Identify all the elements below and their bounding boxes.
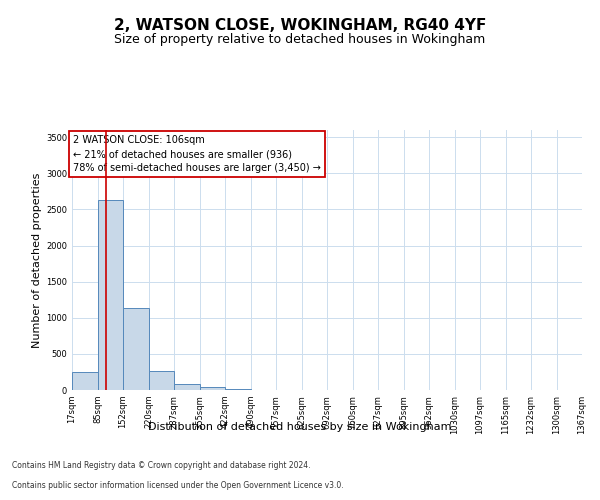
Bar: [123, 308, 149, 390]
Text: Contains HM Land Registry data © Crown copyright and database right 2024.: Contains HM Land Registry data © Crown c…: [12, 461, 311, 470]
Text: 2, WATSON CLOSE, WOKINGHAM, RG40 4YF: 2, WATSON CLOSE, WOKINGHAM, RG40 4YF: [114, 18, 486, 32]
Bar: [174, 384, 200, 390]
Bar: [72, 372, 98, 390]
Y-axis label: Number of detached properties: Number of detached properties: [32, 172, 42, 348]
Bar: [149, 371, 174, 390]
Bar: [98, 200, 123, 390]
Text: Distribution of detached houses by size in Wokingham: Distribution of detached houses by size …: [148, 422, 452, 432]
Bar: [200, 387, 225, 390]
Text: Contains public sector information licensed under the Open Government Licence v3: Contains public sector information licen…: [12, 481, 344, 490]
Text: 2 WATSON CLOSE: 106sqm
← 21% of detached houses are smaller (936)
78% of semi-de: 2 WATSON CLOSE: 106sqm ← 21% of detached…: [73, 135, 320, 173]
Text: Size of property relative to detached houses in Wokingham: Size of property relative to detached ho…: [115, 32, 485, 46]
Bar: [225, 389, 251, 390]
